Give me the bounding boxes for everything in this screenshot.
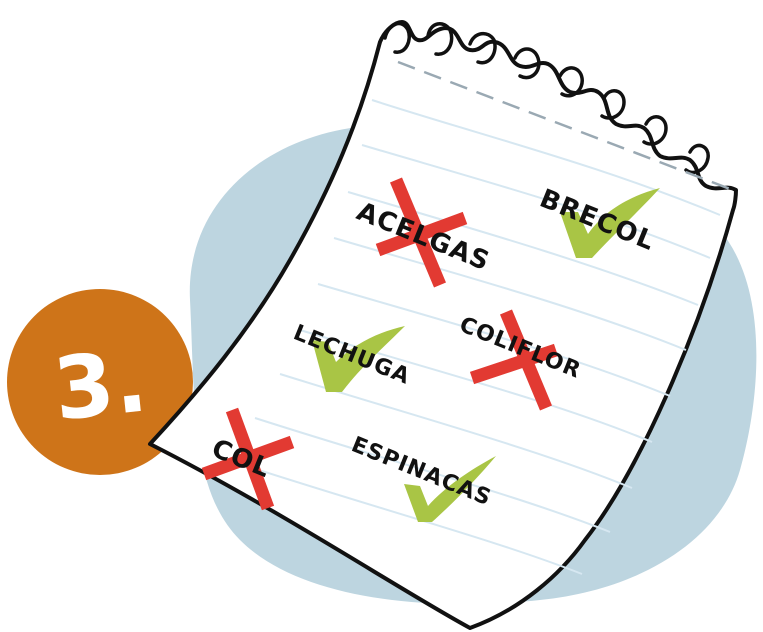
notepad-sheet xyxy=(148,20,739,630)
x-icon xyxy=(469,309,559,411)
check-icon xyxy=(312,326,405,392)
step-number: 3. xyxy=(49,331,151,440)
x-icon xyxy=(201,407,295,511)
x-icon xyxy=(375,177,468,288)
check-icon xyxy=(404,456,496,522)
check-icon xyxy=(560,188,660,258)
step-badge xyxy=(7,289,193,475)
